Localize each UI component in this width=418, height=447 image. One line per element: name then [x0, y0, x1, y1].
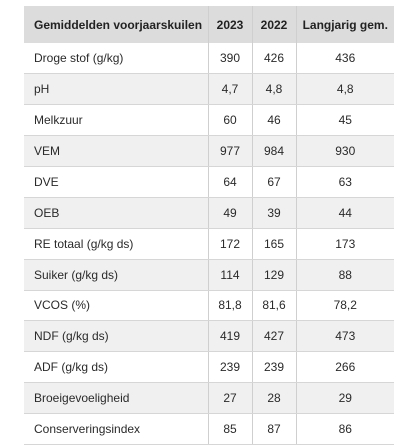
table-row: NDF (g/kg ds) 419 427 473: [24, 320, 394, 353]
silage-averages-table-container: Gemiddelden voorjaarskuilen 2023 2022 La…: [24, 6, 394, 446]
cell-parameter: Melkzuur: [24, 104, 208, 136]
cell-2023: 64: [207, 166, 252, 198]
cell-long-term-average: 266: [295, 351, 394, 384]
cell-2022: 239: [251, 351, 296, 384]
table-row: VCOS (%) 81,8 81,6 78,2: [24, 290, 394, 322]
header-long-term-average: Langjarig gem.: [295, 6, 394, 43]
table-row: ADF (g/kg ds) 239 239 266: [24, 351, 394, 384]
header-2023: 2023: [207, 6, 252, 43]
cell-2023: 4,7: [207, 73, 252, 105]
table-row: OEB 49 39 44: [24, 197, 394, 229]
table-body: Droge stof (g/kg) 390 426 436 pH 4,7 4,8 4,8 Mel…: [24, 43, 394, 446]
cell-long-term-average: 88: [295, 259, 394, 291]
cell-2023: 81,8: [207, 290, 252, 322]
cell-2022: 4,8: [251, 73, 296, 105]
cell-2022: 87: [251, 413, 296, 446]
cell-2023: 85: [207, 413, 252, 446]
cell-2022: 426: [251, 43, 296, 74]
cell-parameter: ADF (g/kg ds): [24, 351, 208, 384]
cell-long-term-average: 78,2: [295, 290, 394, 322]
cell-2022: 81,6: [251, 290, 296, 322]
cell-2022: 129: [251, 259, 296, 291]
cell-2023: 49: [207, 197, 252, 229]
cell-long-term-average: 29: [295, 382, 394, 415]
cell-2023: 419: [207, 320, 252, 353]
cell-parameter: Conserveringsindex: [24, 413, 208, 446]
cell-long-term-average: 86: [295, 413, 394, 446]
table-row: Droge stof (g/kg) 390 426 436: [24, 43, 394, 74]
cell-parameter: VEM: [24, 135, 208, 167]
cell-long-term-average: 63: [295, 166, 394, 198]
table-row: VEM 977 984 930: [24, 135, 394, 167]
cell-parameter: NDF (g/kg ds): [24, 320, 208, 353]
table-row: DVE 64 67 63: [24, 166, 394, 198]
cell-parameter: pH: [24, 73, 208, 105]
cell-long-term-average: 45: [295, 104, 394, 136]
cell-parameter: Suiker (g/kg ds): [24, 259, 208, 291]
cell-2022: 984: [251, 135, 296, 167]
cell-parameter: VCOS (%): [24, 290, 208, 322]
cell-long-term-average: 44: [295, 197, 394, 229]
cell-long-term-average: 436: [295, 43, 394, 74]
table-header-row: Gemiddelden voorjaarskuilen 2023 2022 La…: [24, 6, 394, 43]
cell-parameter: RE totaal (g/kg ds): [24, 228, 208, 260]
table-row: Melkzuur 60 46 45: [24, 104, 394, 136]
cell-2023: 27: [207, 382, 252, 415]
cell-parameter: Broeigevoeligheid: [24, 382, 208, 415]
cell-2022: 67: [251, 166, 296, 198]
cell-2022: 28: [251, 382, 296, 415]
header-2022: 2022: [251, 6, 296, 43]
cell-2023: 172: [207, 228, 252, 260]
cell-long-term-average: 473: [295, 320, 394, 353]
cell-2023: 390: [207, 43, 252, 74]
cell-long-term-average: 930: [295, 135, 394, 167]
header-parameter: Gemiddelden voorjaarskuilen: [24, 6, 208, 43]
silage-averages-table: Gemiddelden voorjaarskuilen 2023 2022 La…: [24, 6, 394, 446]
cell-2023: 114: [207, 259, 252, 291]
cell-parameter: Droge stof (g/kg): [24, 43, 208, 74]
cell-parameter: DVE: [24, 166, 208, 198]
cell-2022: 46: [251, 104, 296, 136]
cell-2022: 165: [251, 228, 296, 260]
cell-long-term-average: 173: [295, 228, 394, 260]
table-row: RE totaal (g/kg ds) 172 165 173: [24, 228, 394, 260]
cell-2023: 239: [207, 351, 252, 384]
table-row: Broeigevoeligheid 27 28 29: [24, 382, 394, 415]
cell-parameter: OEB: [24, 197, 208, 229]
cell-2022: 39: [251, 197, 296, 229]
table-row: Suiker (g/kg ds) 114 129 88: [24, 259, 394, 291]
cell-2023: 60: [207, 104, 252, 136]
table-row: Conserveringsindex 85 87 86: [24, 413, 394, 446]
cell-2023: 977: [207, 135, 252, 167]
cell-long-term-average: 4,8: [295, 73, 394, 105]
table-row: pH 4,7 4,8 4,8: [24, 73, 394, 105]
cell-2022: 427: [251, 320, 296, 353]
